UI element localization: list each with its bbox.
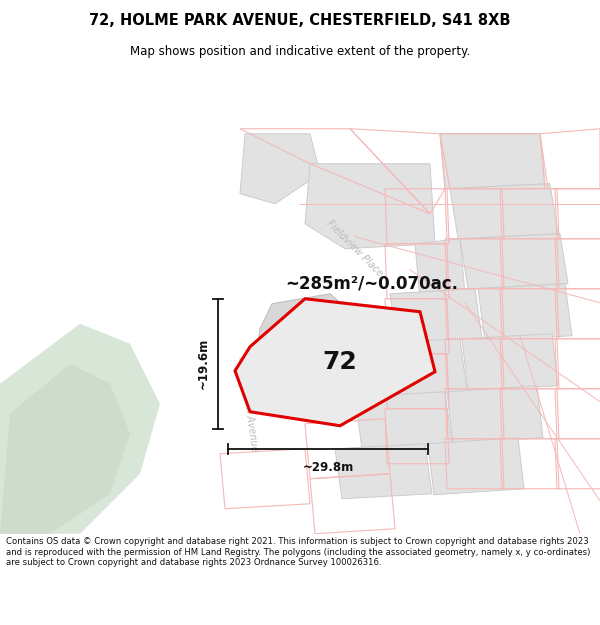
Polygon shape	[235, 299, 435, 426]
Polygon shape	[415, 239, 465, 299]
Polygon shape	[335, 444, 432, 499]
Text: Map shows position and indicative extent of the property.: Map shows position and indicative extent…	[130, 45, 470, 58]
Polygon shape	[370, 339, 467, 397]
Text: ~19.6m: ~19.6m	[197, 338, 210, 389]
Polygon shape	[428, 438, 524, 495]
Polygon shape	[447, 386, 543, 444]
Text: Fieldview Place: Fieldview Place	[325, 219, 385, 279]
Text: ~285m²/~0.070ac.: ~285m²/~0.070ac.	[285, 275, 458, 292]
Polygon shape	[440, 134, 545, 189]
Polygon shape	[355, 392, 452, 449]
Polygon shape	[305, 164, 435, 249]
Text: Holme Park Avenue: Holme Park Avenue	[236, 356, 260, 452]
Text: 72: 72	[322, 351, 356, 374]
Polygon shape	[462, 334, 558, 391]
Text: Contains OS data © Crown copyright and database right 2021. This information is : Contains OS data © Crown copyright and d…	[6, 538, 590, 567]
Polygon shape	[165, 129, 305, 534]
Polygon shape	[240, 129, 430, 244]
Polygon shape	[450, 184, 558, 239]
Text: 72, HOLME PARK AVENUE, CHESTERFIELD, S41 8XB: 72, HOLME PARK AVENUE, CHESTERFIELD, S41…	[89, 13, 511, 28]
Polygon shape	[240, 134, 320, 204]
Polygon shape	[390, 289, 482, 344]
Polygon shape	[255, 294, 370, 389]
Text: ~29.8m: ~29.8m	[302, 461, 353, 474]
Polygon shape	[0, 364, 130, 534]
Polygon shape	[0, 324, 160, 534]
Polygon shape	[460, 234, 568, 289]
Polygon shape	[478, 284, 572, 341]
